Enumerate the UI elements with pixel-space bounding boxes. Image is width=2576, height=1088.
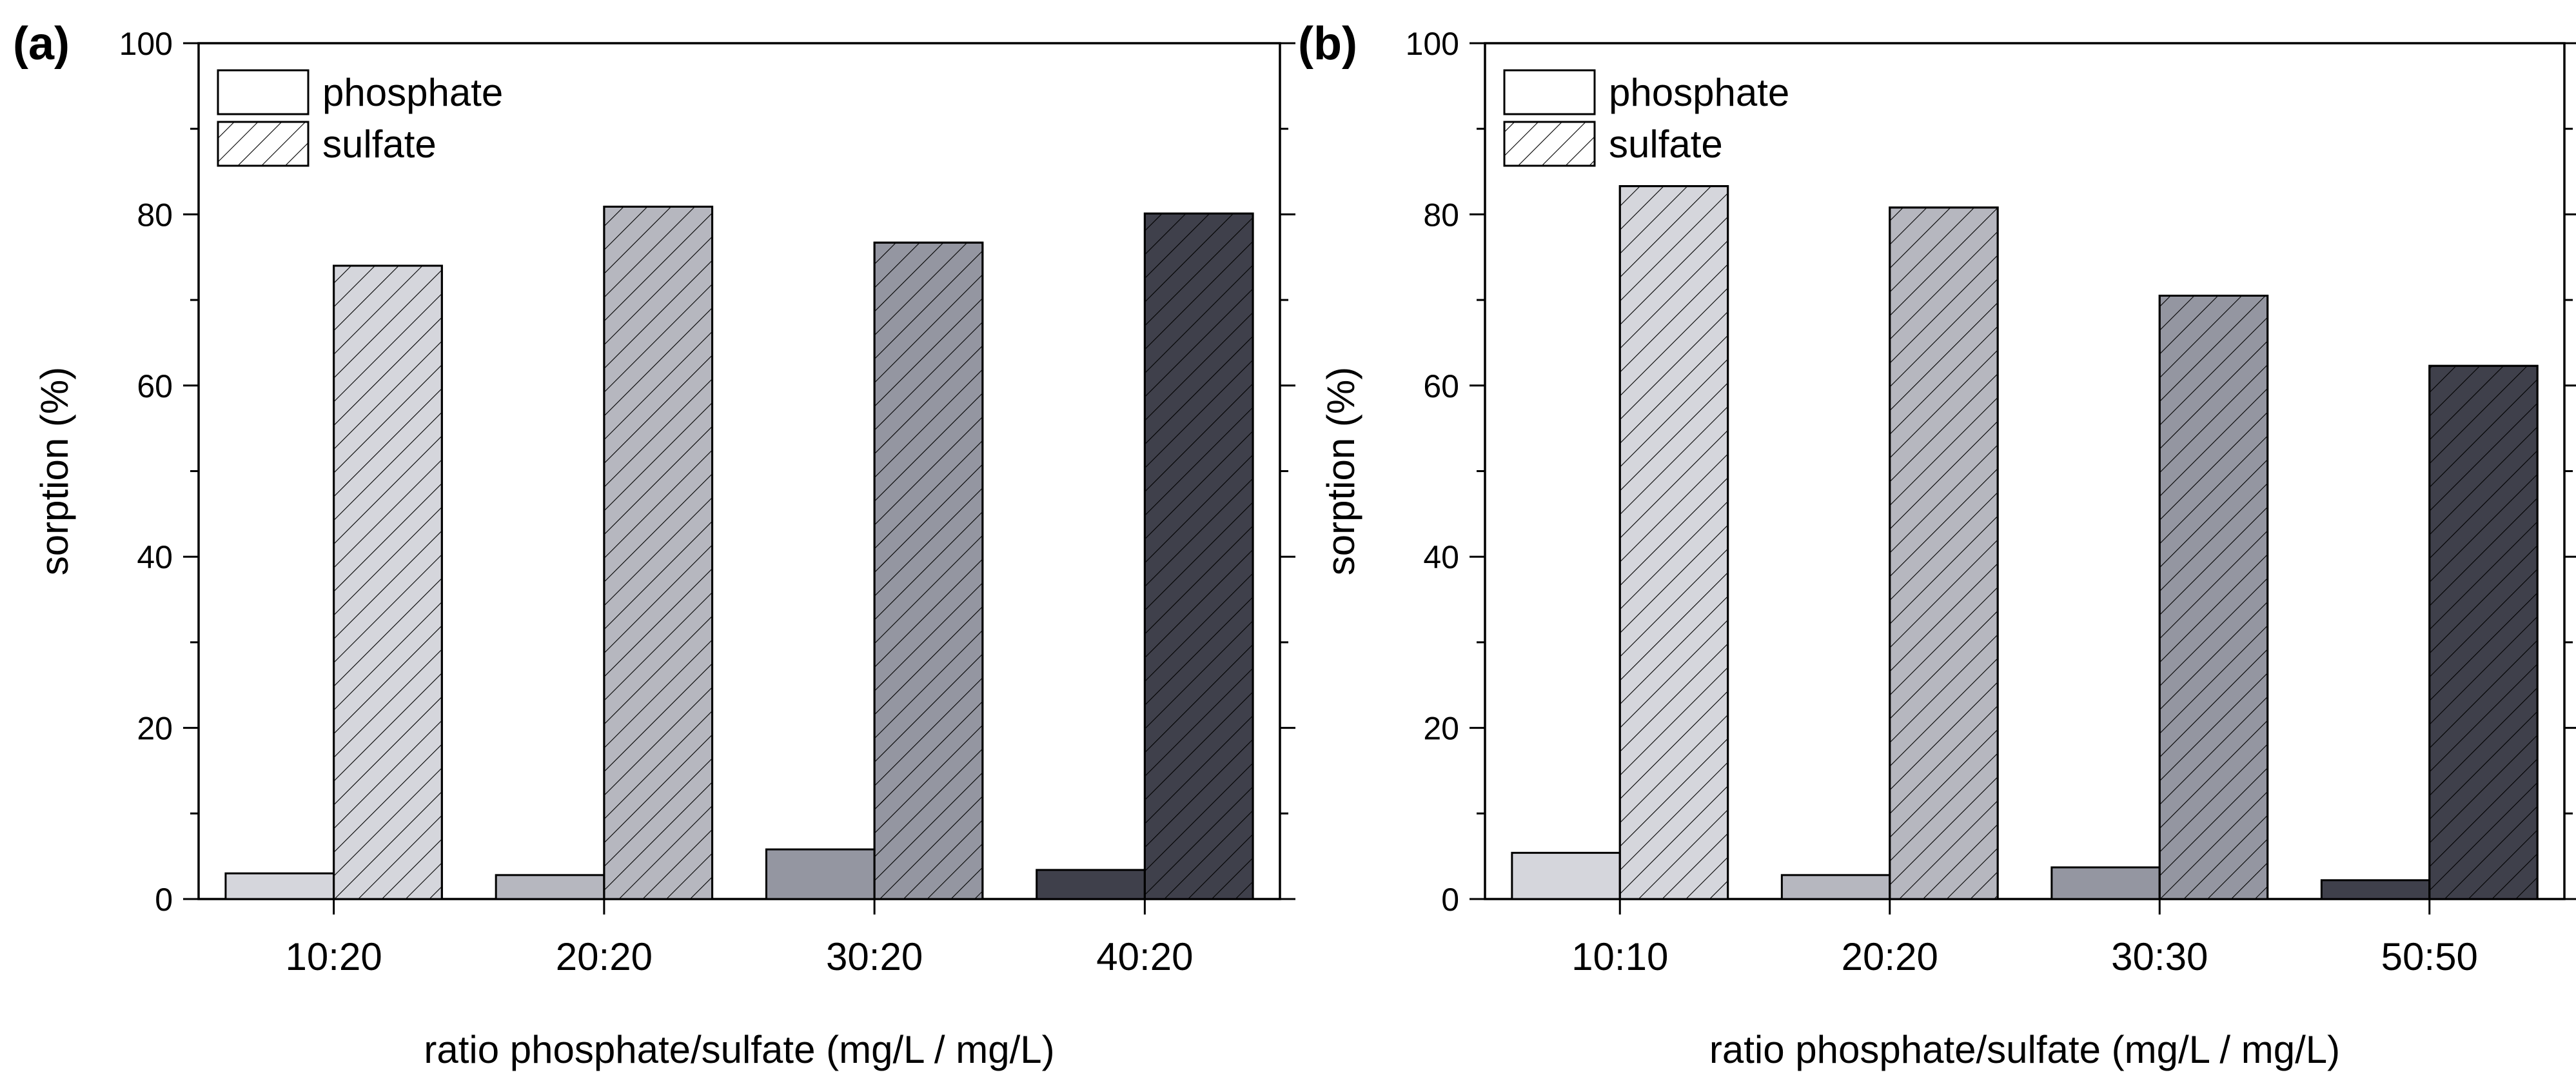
panel-b-bar-sulfate-hatch — [2428, 364, 2539, 900]
panel-a-ytick-label: 100 — [119, 26, 173, 62]
panel-a-x-axis-title: ratio phosphate/sulfate (mg/L / mg/L) — [424, 1028, 1054, 1071]
panel-a-ytick-label: 40 — [137, 539, 173, 575]
panel-a-legend-swatch-sulfate — [217, 121, 310, 167]
panel-a-category-label: 10:20 — [286, 935, 382, 978]
panel-b-legend-swatch-phosphate — [1503, 69, 1596, 115]
panel-b-label: (b) — [1298, 18, 1357, 70]
panel-a: 0 20 40 60 80 100 10:20 20:20 30:20 40:20 ratio ph… — [13, 18, 1295, 1071]
panel-b-ytick-label: 60 — [1423, 368, 1459, 404]
panel-a-bar-sulfate-hatch — [1143, 212, 1254, 900]
panel-b-legend-label-phosphate: phosphate — [1609, 71, 1789, 114]
panel-b-bar-phosphate — [2050, 866, 2161, 900]
panel-a-ytick-label: 80 — [137, 197, 173, 233]
panel-b-category-label: 50:50 — [2381, 935, 2478, 978]
panel-a-legend-label-sulfate: sulfate — [322, 123, 437, 166]
panel-a-bar-phosphate — [224, 872, 335, 900]
panel-b-bar-sulfate-hatch — [1618, 185, 1729, 900]
panel-b-category-label: 20:20 — [1842, 935, 1938, 978]
panel-a-ytick-label: 20 — [137, 711, 173, 747]
panel-b: 0 20 40 60 80 100 10:10 20:20 30:30 50:50 ratio ph… — [1298, 18, 2576, 1071]
panel-a-bar-phosphate — [1036, 869, 1146, 900]
panel-a-category-label: 30:20 — [826, 935, 923, 978]
panel-b-legend-swatch-sulfate — [1503, 121, 1596, 167]
panel-b-ytick-label: 0 — [1441, 882, 1459, 918]
panel-a-bar-sulfate-hatch — [873, 241, 984, 900]
panel-a-bar-sulfate-hatch — [333, 264, 443, 900]
panel-b-bar-phosphate — [2320, 879, 2431, 900]
panel-b-bar-sulfate-hatch — [2158, 294, 2269, 900]
panel-a-bar-phosphate — [765, 848, 876, 900]
panel-a-bar-sulfate-hatch — [603, 205, 714, 900]
panel-a-category-label: 20:20 — [556, 935, 653, 978]
panel-b-bar-sulfate-hatch — [1889, 206, 1999, 900]
panel-b-legend-label-sulfate: sulfate — [1609, 123, 1723, 166]
panel-a-bar-phosphate — [495, 874, 605, 900]
panel-a-y-axis-title: sorption (%) — [33, 367, 76, 575]
panel-b-ytick-label: 40 — [1423, 539, 1459, 575]
panel-b-bar-phosphate — [1780, 874, 1891, 900]
panel-b-category-label: 30:30 — [2111, 935, 2208, 978]
panel-b-x-axis-title: ratio phosphate/sulfate (mg/L / mg/L) — [1709, 1028, 2340, 1071]
panel-a-category-label: 40:20 — [1096, 935, 1193, 978]
panel-a-label: (a) — [13, 18, 70, 70]
panel-b-category-label: 10:10 — [1571, 935, 1668, 978]
panel-b-y-axis-title: sorption (%) — [1319, 367, 1362, 575]
panel-a-legend-label-phosphate: phosphate — [322, 71, 503, 114]
panel-b-bar-phosphate — [1511, 851, 1621, 900]
panel-a-ytick-label: 60 — [137, 368, 173, 404]
panel-a-ytick-label: 0 — [155, 882, 173, 918]
panel-b-ytick-label: 100 — [1406, 26, 1459, 62]
panel-b-ytick-label: 20 — [1423, 711, 1459, 747]
panel-b-ytick-label: 80 — [1423, 197, 1459, 233]
panel-a-legend-swatch-phosphate — [217, 69, 310, 115]
